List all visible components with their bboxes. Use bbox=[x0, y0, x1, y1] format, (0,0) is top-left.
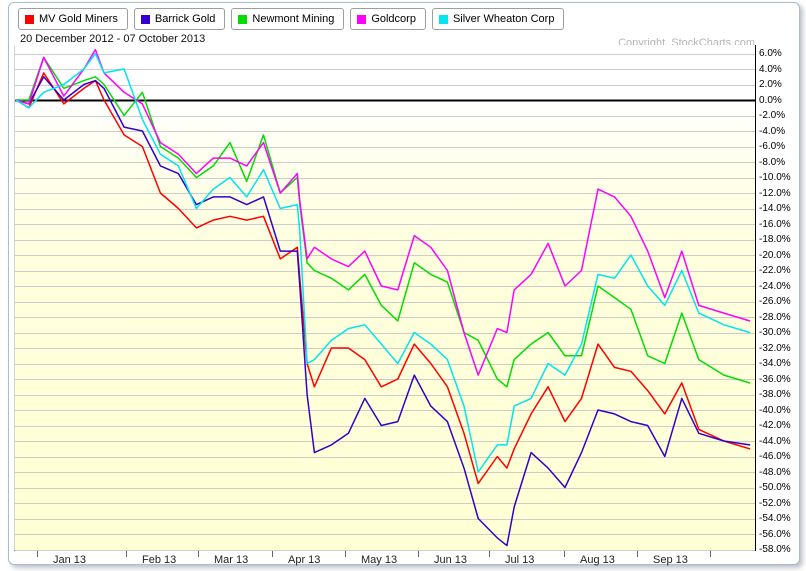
legend-item-goldcorp[interactable]: Goldcorp bbox=[350, 8, 426, 30]
y-axis-label: -28.0% bbox=[759, 311, 791, 323]
series-line-goldcorp bbox=[15, 48, 751, 376]
x-axis-tick bbox=[198, 551, 199, 557]
legend-item-silver-wheaton-corp[interactable]: Silver Wheaton Corp bbox=[431, 8, 565, 30]
y-axis-label: 2.0% bbox=[759, 79, 782, 90]
x-axis-label: Mar 13 bbox=[214, 554, 249, 566]
y-axis-label: -44.0% bbox=[759, 435, 791, 447]
series-line-silver-wheaton-corp bbox=[15, 52, 751, 473]
x-axis-tick bbox=[564, 551, 565, 557]
x-axis-tick bbox=[37, 551, 38, 557]
x-axis-label: May 13 bbox=[361, 554, 398, 566]
y-axis-label: -42.0% bbox=[759, 420, 791, 431]
y-axis-label: -10.0% bbox=[759, 172, 791, 183]
x-axis-label: Jul 13 bbox=[505, 554, 535, 566]
y-axis-label: -58.0% bbox=[759, 544, 791, 555]
y-axis-label: 6.0% bbox=[759, 48, 782, 59]
series-line-barrick-gold bbox=[15, 76, 751, 547]
y-axis-label: -40.0% bbox=[759, 404, 791, 416]
y-axis-label: 0.0% bbox=[759, 94, 782, 106]
y-axis-label: -50.0% bbox=[759, 482, 791, 493]
y-axis-label: -36.0% bbox=[759, 373, 791, 385]
x-axis-tick bbox=[345, 551, 346, 557]
x-axis-label: Sep 13 bbox=[653, 554, 688, 566]
y-axis-label: -20.0% bbox=[759, 249, 791, 261]
x-axis-label: Jan 13 bbox=[53, 554, 87, 566]
y-axis-label: -24.0% bbox=[759, 280, 791, 292]
y-axis-label: -6.0% bbox=[759, 141, 786, 152]
legend-swatch bbox=[25, 14, 34, 24]
legend-swatch bbox=[140, 14, 150, 24]
x-axis-label: Jun 13 bbox=[434, 554, 468, 566]
y-axis-label: -46.0% bbox=[759, 451, 791, 462]
y-axis-label: -56.0% bbox=[759, 528, 791, 540]
legend-item-mv-gold-miners[interactable]: MV Gold Miners bbox=[18, 8, 128, 30]
y-axis-label: -18.0% bbox=[759, 234, 791, 245]
legend-label: Barrick Gold bbox=[154, 13, 216, 25]
y-axis-label: -12.0% bbox=[759, 187, 791, 199]
y-axis-label: -34.0% bbox=[759, 358, 791, 369]
x-axis-tick bbox=[126, 551, 127, 557]
legend-label: Silver Wheaton Corp bbox=[452, 13, 555, 25]
legend-label: MV Gold Miners bbox=[39, 13, 118, 25]
legend-swatch bbox=[357, 14, 367, 24]
y-axis-label: -26.0% bbox=[759, 296, 791, 307]
y-axis-label: 4.0% bbox=[759, 63, 782, 75]
series-line-mv-gold-miners bbox=[15, 72, 751, 485]
legend-swatch bbox=[238, 14, 248, 24]
x-axis-tick bbox=[710, 551, 711, 557]
legend-item-newmont-mining[interactable]: Newmont Mining bbox=[231, 8, 345, 30]
x-axis-tick bbox=[637, 551, 638, 557]
y-axis-label: -32.0% bbox=[759, 342, 791, 354]
legend-swatch bbox=[438, 14, 448, 24]
y-axis-label: -30.0% bbox=[759, 327, 791, 338]
y-axis-label: -4.0% bbox=[759, 125, 786, 137]
series-line-newmont-mining bbox=[15, 56, 751, 388]
y-axis-label: -2.0% bbox=[759, 110, 786, 121]
y-axis-label: -22.0% bbox=[759, 265, 791, 276]
y-axis-label: -38.0% bbox=[759, 389, 791, 400]
y-axis-label: -48.0% bbox=[759, 466, 791, 478]
legend-item-barrick-gold[interactable]: Barrick Gold bbox=[133, 8, 226, 30]
plot-area bbox=[14, 45, 756, 551]
y-axis-label: -16.0% bbox=[759, 218, 791, 230]
y-axis-label: -8.0% bbox=[759, 156, 786, 168]
x-axis-tick bbox=[272, 551, 273, 557]
legend-row: MV Gold Miners Barrick Gold Newmont Mining… bbox=[18, 8, 565, 30]
x-axis-label: Feb 13 bbox=[142, 554, 177, 566]
y-axis-label: -54.0% bbox=[759, 513, 791, 524]
y-axis-label: -14.0% bbox=[759, 203, 791, 214]
legend-label: Goldcorp bbox=[371, 13, 416, 25]
y-axis-label: -52.0% bbox=[759, 497, 791, 509]
chart-canvas bbox=[15, 45, 756, 551]
x-axis-label: Apr 13 bbox=[288, 554, 321, 566]
x-axis-label: Aug 13 bbox=[580, 554, 615, 566]
x-axis-tick bbox=[489, 551, 490, 557]
x-axis-tick bbox=[418, 551, 419, 557]
date-range-label: 20 December 2012 - 07 October 2013 bbox=[20, 33, 206, 45]
legend-label: Newmont Mining bbox=[252, 13, 335, 25]
